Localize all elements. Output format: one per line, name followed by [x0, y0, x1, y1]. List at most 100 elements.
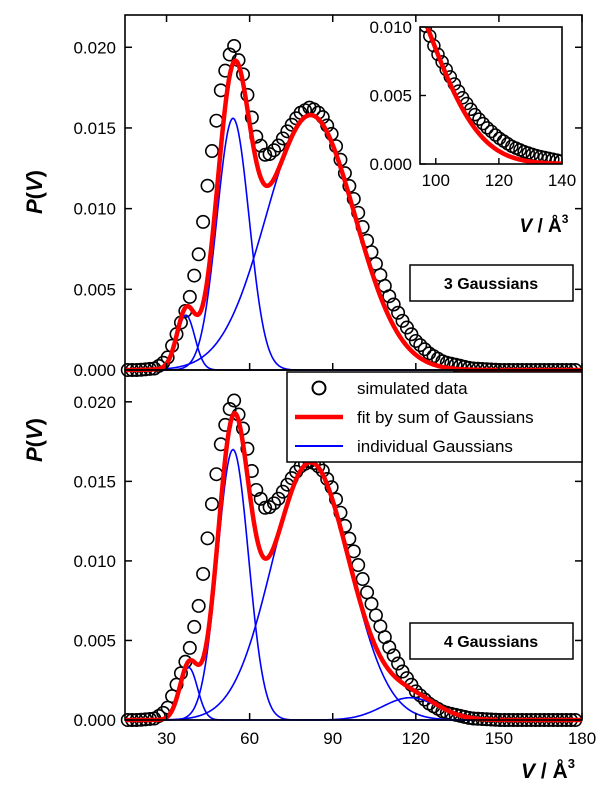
- bottom-y-tick-label: 0.010: [73, 552, 116, 571]
- bottom-data-point: [271, 491, 286, 506]
- top-data-point: [417, 342, 432, 357]
- bottom-data-point: [204, 497, 219, 512]
- bottom-annotation-text: 4 Gaussians: [444, 634, 538, 651]
- top-data-point: [191, 247, 206, 262]
- bottom-data-point: [267, 496, 282, 511]
- bottom-data-point: [253, 491, 268, 506]
- inset-x-tick-label: 140: [548, 171, 576, 190]
- inset-data-point: [546, 152, 560, 164]
- bottom-annotation: 4 Gaussians: [409, 622, 574, 660]
- bottom-data-point: [391, 656, 406, 671]
- inset-fit-line: [424, 27, 562, 164]
- bottom-x-tick-label: 120: [402, 729, 430, 748]
- top-data-point: [408, 333, 423, 348]
- bottom-y-tick-label: 0.005: [73, 631, 116, 650]
- top-y-axis-label: P(V): [22, 170, 47, 214]
- bottom-annotation-box: [409, 622, 574, 660]
- inset-background: [420, 27, 562, 164]
- inset-data-layer: [416, 14, 562, 164]
- inset-plot: 100 120 140 0.000 0.005 0.010 V / Å3: [369, 14, 576, 237]
- top-data-point: [182, 289, 197, 304]
- bottom-data-point: [227, 393, 242, 408]
- top-y-ticks: 0.000 0.005 0.010 0.015 0.020: [73, 38, 582, 380]
- top-data-point: [271, 138, 286, 153]
- bottom-y-tick-label: 0.000: [73, 711, 116, 730]
- top-data-point: [258, 147, 273, 162]
- inset-y-tick-label: 0.000: [369, 155, 412, 174]
- inset-data-point: [416, 14, 428, 26]
- inset-clipped-group: [416, 14, 562, 164]
- inset-data-point: [472, 112, 486, 126]
- top-data-point: [187, 268, 202, 283]
- top-data-point: [196, 214, 211, 229]
- bottom-gaussian-component-1: [125, 666, 582, 721]
- bottom-y-axis-label: P(V): [22, 418, 47, 462]
- top-data-point: [200, 178, 215, 193]
- bottom-data-point: [360, 585, 375, 600]
- bottom-data-point: [262, 500, 277, 515]
- bottom-data-point: [240, 441, 255, 456]
- inset-data-point: [476, 116, 490, 131]
- top-data-point: [267, 143, 282, 158]
- legend-label-simulated: simulated data: [357, 379, 468, 398]
- bottom-x-axis-label: V / Å3: [521, 756, 575, 783]
- top-data-point: [386, 297, 401, 312]
- bottom-data-point: [191, 598, 206, 613]
- bottom-y-ticks: 0.000 0.005 0.010 0.015 0.020: [73, 393, 582, 730]
- inset-y-tick-label: 0.010: [369, 18, 412, 37]
- bottom-data-point: [355, 572, 370, 587]
- top-y-tick-label: 0.000: [73, 361, 116, 380]
- bottom-x-tick-label: 60: [240, 729, 259, 748]
- bottom-x-ticks: 30 60 90 120 150 180: [157, 15, 596, 748]
- inset-x-axis-label: V / Å3: [520, 212, 569, 237]
- bottom-gaussian-component-3: [125, 461, 582, 721]
- top-data-point: [413, 338, 428, 353]
- bottom-x-tick-label: 180: [568, 729, 596, 748]
- inset-data-point: [484, 124, 499, 139]
- top-y-tick-label: 0.015: [73, 119, 116, 138]
- top-data-point: [382, 289, 397, 304]
- inset-x-tick-label: 120: [485, 171, 513, 190]
- legend: simulated data fit by sum of Gaussians i…: [286, 371, 583, 463]
- bottom-x-tick-label: 150: [485, 729, 513, 748]
- bottom-data-point: [382, 640, 397, 655]
- bottom-data-point: [351, 558, 366, 573]
- legend-marker-simulated: [311, 380, 327, 396]
- top-data-point: [391, 305, 406, 320]
- bottom-data-point: [364, 596, 379, 611]
- bottom-data-point: [258, 500, 273, 515]
- top-y-tick-label: 0.010: [73, 200, 116, 219]
- bottom-data-point: [209, 467, 224, 482]
- top-y-tick-label: 0.020: [73, 38, 116, 57]
- top-panel: 0.000 0.005 0.010 0.015 0.020 P(V) 3 Gaussia…: [22, 14, 583, 380]
- bottom-y-tick-label: 0.020: [73, 393, 116, 412]
- bottom-x-tick-label: 90: [323, 729, 342, 748]
- bottom-data-point: [275, 484, 290, 499]
- inset-data-point: [542, 151, 556, 164]
- top-data-point: [227, 38, 242, 53]
- inset-x-tick-label: 100: [422, 171, 450, 190]
- top-y-tick-label: 0.005: [73, 280, 116, 299]
- inset-ticks: 100 120 140 0.000 0.005 0.010: [369, 18, 576, 190]
- inset-data-point: [550, 153, 562, 164]
- inset-y-tick-label: 0.005: [369, 87, 412, 106]
- bottom-panel: 0.000 0.005 0.010 0.015 0.020 30 60 90 120 150 18…: [22, 15, 596, 783]
- bottom-x-tick-label: 30: [157, 729, 176, 748]
- top-data-point: [204, 144, 219, 159]
- bottom-data-point: [182, 640, 197, 655]
- legend-label-fit: fit by sum of Gaussians: [357, 408, 534, 427]
- legend-label-components: individual Gaussians: [357, 437, 513, 456]
- bottom-y-tick-label: 0.015: [73, 472, 116, 491]
- top-data-point: [262, 147, 277, 162]
- bottom-data-point: [386, 648, 401, 663]
- top-data-point: [209, 113, 224, 128]
- bottom-data-point: [413, 688, 428, 703]
- bottom-plot-frame: [124, 369, 583, 721]
- bottom-data-point: [200, 531, 215, 546]
- top-annotation: 3 Gaussians: [409, 264, 574, 302]
- top-annotation-text: 3 Gaussians: [444, 276, 538, 293]
- inset-data-point: [480, 121, 494, 135]
- top-annotation-box: [409, 264, 574, 302]
- inset-data-point: [468, 107, 482, 122]
